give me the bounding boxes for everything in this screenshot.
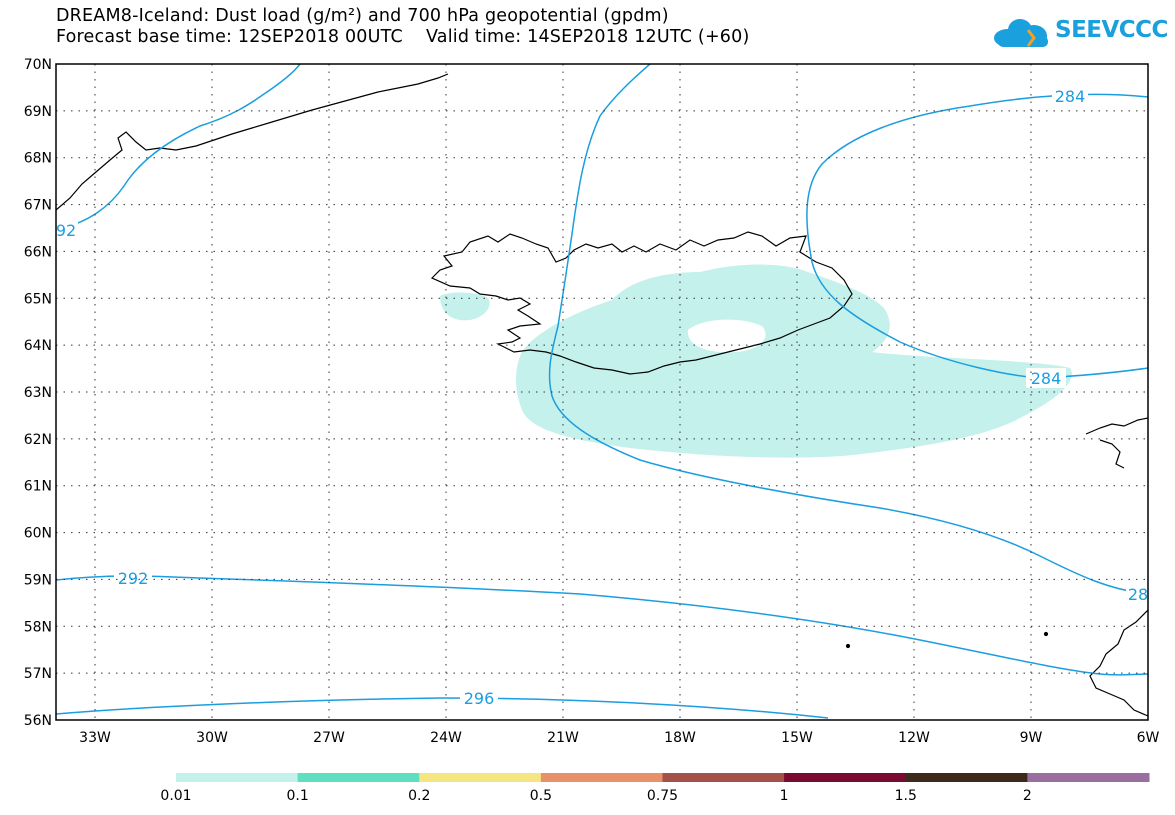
latitude-label: 66N: [24, 244, 52, 260]
legend-swatch: [905, 773, 1028, 782]
contour-label: 284: [1031, 369, 1062, 388]
latitude-label: 59N: [24, 572, 52, 588]
dust-legend: 0.01 0.1 0.2 0.5 0.75 1 1.5 2: [160, 773, 1150, 804]
contour-label: 292: [118, 569, 149, 588]
legend-swatch: [662, 773, 785, 782]
longitude-label: 6W: [1137, 730, 1160, 746]
contour-292-north: [56, 64, 301, 231]
longitude-label: 21W: [547, 730, 579, 746]
contour-label: 92: [56, 221, 76, 240]
latitude-label: 64N: [24, 338, 52, 354]
dust-layer: [440, 264, 1072, 458]
greenland-coastline: [56, 73, 449, 211]
legend-swatch: [297, 773, 420, 782]
faroe-islands: [1085, 417, 1148, 469]
longitude-labels: 33W 30W 27W 24W 21W 18W 15W 12W 9W 6W: [79, 730, 1159, 746]
longitude-label: 9W: [1020, 730, 1043, 746]
contour-label: 284: [1055, 87, 1086, 106]
longitude-label: 27W: [313, 730, 345, 746]
legend-swatch: [1027, 773, 1150, 782]
longitude-label: 33W: [79, 730, 111, 746]
contour-296: [56, 697, 829, 719]
latitude-label: 56N: [24, 713, 52, 729]
legend-label: 1: [780, 788, 789, 804]
longitude-label: 18W: [664, 730, 696, 746]
longitude-label: 15W: [781, 730, 813, 746]
latitude-label: 69N: [24, 104, 52, 120]
forecast-times: Forecast base time: 12SEP2018 00UTC Vali…: [56, 27, 750, 47]
islet: [845, 643, 851, 649]
cloud-icon: [994, 19, 1048, 47]
dust-gap-north: [559, 265, 626, 298]
logo-text: SEEVCCC: [1055, 17, 1168, 43]
latitude-label: 70N: [24, 57, 52, 73]
latitude-label: 65N: [24, 291, 52, 307]
latitude-labels: 56N 57N 58N 59N 60N 61N 62N 63N 64N 65N 66N 67N 68N 6…: [24, 57, 52, 729]
dust-plume: [516, 264, 1072, 458]
contour-label: 296: [464, 689, 495, 708]
map-frame: [55, 63, 1149, 721]
legend-label: 1.5: [895, 788, 917, 804]
legend-label: 0.75: [647, 788, 678, 804]
dust-gap-interior: [687, 319, 766, 353]
contour-label: 28: [1128, 585, 1148, 604]
legend-label: 0.01: [160, 788, 191, 804]
latitude-label: 61N: [24, 479, 52, 495]
legend-label: 0.2: [408, 788, 430, 804]
dust-patch-westfjords: [440, 292, 490, 321]
scotland-coastline: [1089, 609, 1148, 717]
longitude-label: 30W: [196, 730, 228, 746]
legend-label: 2: [1023, 788, 1032, 804]
legend-swatch: [176, 773, 299, 782]
map-title: DREAM8-Iceland: Dust load (g/m²) and 700…: [56, 6, 669, 26]
longitude-label: 12W: [898, 730, 930, 746]
longitude-label: 24W: [430, 730, 462, 746]
islet: [1043, 631, 1049, 637]
contour-292-south: [56, 575, 1148, 676]
legend-label: 0.5: [530, 788, 552, 804]
legend-swatch: [540, 773, 663, 782]
latitude-label: 67N: [24, 198, 52, 214]
latitude-label: 62N: [24, 432, 52, 448]
latitude-label: 68N: [24, 151, 52, 167]
legend-label: 0.1: [286, 788, 308, 804]
iceland-coastline: [430, 231, 853, 375]
legend-swatch: [419, 773, 542, 782]
legend-swatch: [784, 773, 907, 782]
seevccc-logo: [994, 19, 1048, 47]
geopotential-contours: [56, 64, 1148, 719]
contour-label-group: 284 284 92 28 292 296: [56, 86, 1148, 708]
coastlines: [56, 73, 1148, 717]
latitude-label: 58N: [24, 619, 52, 635]
latitude-label: 63N: [24, 385, 52, 401]
contour-288: [548, 64, 1148, 595]
latitude-label: 57N: [24, 666, 52, 682]
latitude-label: 60N: [24, 526, 52, 542]
